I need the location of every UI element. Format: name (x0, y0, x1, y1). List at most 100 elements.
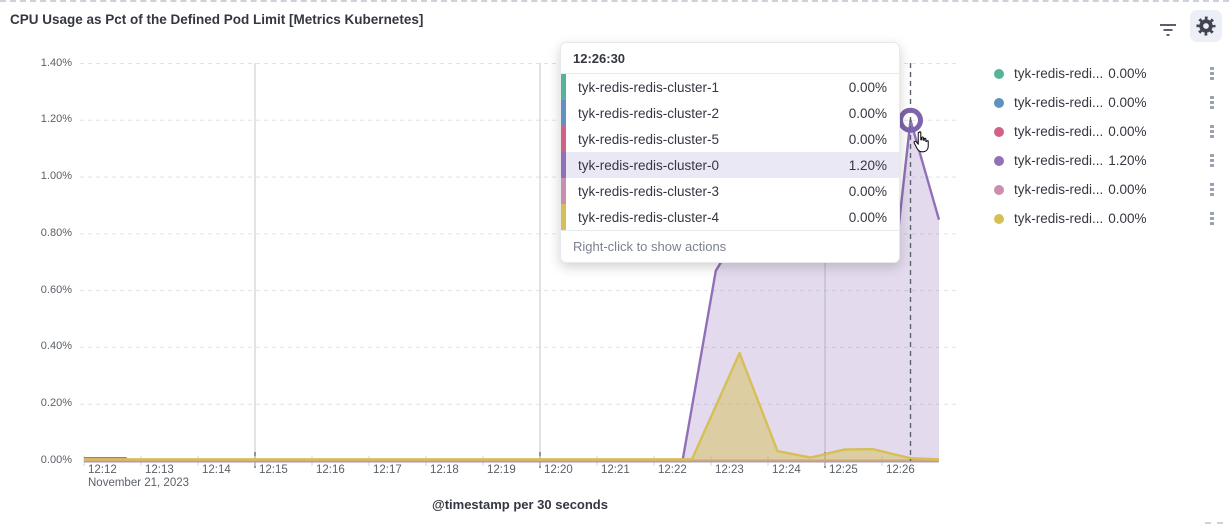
x-axis-tick-label: 12:22 (658, 464, 687, 476)
legend-item-label: tyk-redis-redi... (1014, 66, 1104, 81)
boxes-vertical-icon (1210, 192, 1214, 196)
tooltip-header: 12:26:30 (573, 51, 626, 66)
tooltip-row-value: 0.00% (848, 209, 887, 225)
boxes-vertical-icon (1210, 100, 1214, 105)
x-axis-tick-label: 12:18 (430, 464, 459, 476)
legend-item-menu-button[interactable] (1208, 65, 1216, 82)
boxes-vertical-icon (1210, 158, 1214, 163)
tooltip-row-label: tyk-redis-redis-cluster-1 (578, 79, 720, 95)
tooltip-row-label: tyk-redis-redis-cluster-5 (578, 131, 720, 147)
boxes-vertical-icon (1210, 183, 1214, 187)
x-axis-tick-label: 12:20 (544, 464, 573, 476)
tooltip-row-color-bar (561, 126, 566, 152)
tooltip-row-color-bar (561, 204, 566, 230)
tooltip-footer: Right-click to show actions (573, 239, 727, 254)
boxes-vertical-icon (1210, 163, 1214, 167)
boxes-vertical-icon (1210, 96, 1214, 100)
legend-color-dot (994, 97, 1004, 108)
tooltip-row-label: tyk-redis-redis-cluster-4 (578, 209, 720, 225)
boxes-vertical-icon (1210, 105, 1214, 109)
tooltip-row-label: tyk-redis-redis-cluster-3 (578, 183, 720, 199)
highlight-ring (898, 107, 923, 133)
legend-color-dot (994, 213, 1004, 224)
boxes-vertical-icon (1210, 71, 1214, 76)
legend-item-label: tyk-redis-redi... (1014, 95, 1104, 110)
tooltip-row[interactable]: tyk-redis-redis-cluster-5 0.00% (561, 126, 899, 152)
tooltip-row-label: tyk-redis-redis-cluster-0 (578, 157, 720, 173)
panel-title: CPU Usage as Pct of the Defined Pod Limi… (10, 12, 424, 27)
tooltip-row[interactable]: tyk-redis-redis-cluster-0 1.20% (561, 152, 899, 178)
legend-item[interactable]: tyk-redis-redi... 0.00% (988, 204, 1222, 233)
tooltip-row[interactable]: tyk-redis-redis-cluster-1 0.00% (561, 74, 899, 100)
y-axis-tick-label: 0.20% (40, 397, 72, 410)
y-axis-tick-label: 1.40% (40, 56, 72, 69)
x-axis-tick-label: 12:15 (259, 464, 288, 476)
panel-dashed-border-top (0, 0, 1229, 2)
boxes-vertical-icon (1210, 216, 1214, 221)
legend-item[interactable]: tyk-redis-redi... 0.00% (988, 175, 1222, 204)
boxes-vertical-icon (1210, 129, 1214, 134)
boxes-vertical-icon (1210, 212, 1214, 216)
tooltip-row-color-bar (561, 152, 566, 178)
tooltip-row-label: tyk-redis-redis-cluster-2 (578, 105, 720, 121)
legend-item-label: tyk-redis-redi... (1014, 182, 1104, 197)
legend-item-menu-button[interactable] (1208, 152, 1216, 169)
x-axis-tick-label: 12:25 (829, 464, 858, 476)
boxes-vertical-icon (1210, 67, 1214, 71)
legend-item[interactable]: tyk-redis-redi... 0.00% (988, 88, 1222, 117)
legend-item-value: 0.00% (1108, 124, 1147, 139)
legend-item[interactable]: tyk-redis-redi... 0.00% (988, 117, 1222, 146)
y-axis-tick-label: 0.40% (40, 340, 72, 353)
x-axis-title: @timestamp per 30 seconds (432, 497, 608, 512)
x-axis-date-label: November 21, 2023 (88, 477, 190, 489)
legend-item-menu-button[interactable] (1208, 210, 1216, 227)
x-axis-tick-label: 12:13 (145, 464, 174, 476)
tooltip-row[interactable]: tyk-redis-redis-cluster-2 0.00% (561, 100, 899, 126)
boxes-vertical-icon (1210, 125, 1214, 129)
x-axis-tick-label: 12:23 (715, 464, 744, 476)
series-area-tyk-redis-redis-cluster-4 (84, 353, 939, 461)
x-axis-tick-label: 12:12 (88, 464, 117, 476)
legend-item[interactable]: tyk-redis-redi... 1.20% (988, 146, 1222, 175)
panel-dashed-border-fragment (1205, 522, 1223, 524)
legend-item-menu-button[interactable] (1208, 123, 1216, 140)
gear-icon (1196, 16, 1216, 36)
legend-item-label: tyk-redis-redi... (1014, 211, 1104, 226)
x-axis-tick-label: 12:26 (886, 464, 915, 476)
boxes-vertical-icon (1210, 221, 1214, 225)
legend-color-dot (994, 155, 1004, 166)
series-line-tyk-redis-redis-cluster-4 (84, 351, 940, 461)
legend-item-menu-button[interactable] (1208, 94, 1216, 111)
legend-item[interactable]: tyk-redis-redi... 0.00% (988, 59, 1222, 88)
tooltip-row[interactable]: tyk-redis-redis-cluster-4 0.00% (561, 204, 899, 230)
legend-item-menu-button[interactable] (1208, 181, 1216, 198)
legend-item-label: tyk-redis-redi... (1014, 124, 1104, 139)
legend-item-value: 1.20% (1108, 153, 1147, 168)
legend-item-value: 0.00% (1108, 182, 1147, 197)
y-axis-tick-label: 0.60% (40, 283, 72, 296)
panel-filter-button[interactable] (1154, 16, 1182, 44)
legend-item-label: tyk-redis-redi... (1014, 153, 1104, 168)
y-axis-tick-label: 0.80% (40, 226, 72, 239)
y-axis-tick-label: 1.00% (40, 170, 72, 183)
x-axis-tick-label: 12:17 (373, 464, 402, 476)
tooltip-row-value: 0.00% (848, 183, 887, 199)
tooltip-row[interactable]: tyk-redis-redis-cluster-3 0.00% (561, 178, 899, 204)
tooltip-row-color-bar (561, 178, 566, 204)
chart-tooltip: 12:26:30 tyk-redis-redis-cluster-1 0.00% t… (560, 42, 900, 263)
chart-legend: tyk-redis-redi... 0.00% tyk-redis-redi... 0… (988, 59, 1222, 233)
tooltip-row-value: 0.00% (848, 79, 887, 95)
boxes-vertical-icon (1210, 76, 1214, 80)
tooltip-row-color-bar (561, 74, 566, 100)
tooltip-row-value: 0.00% (848, 105, 887, 121)
panel-settings-button[interactable] (1190, 10, 1222, 42)
x-axis-tick-label: 12:16 (316, 464, 345, 476)
tooltip-row-value: 0.00% (848, 131, 887, 147)
x-axis-tick-label: 12:21 (601, 464, 630, 476)
legend-item-value: 0.00% (1108, 95, 1147, 110)
x-axis-tick-label: 12:24 (772, 464, 801, 476)
tooltip-rows: tyk-redis-redis-cluster-1 0.00% tyk-redis-… (561, 73, 899, 231)
y-axis-tick-label: 1.20% (40, 113, 72, 126)
